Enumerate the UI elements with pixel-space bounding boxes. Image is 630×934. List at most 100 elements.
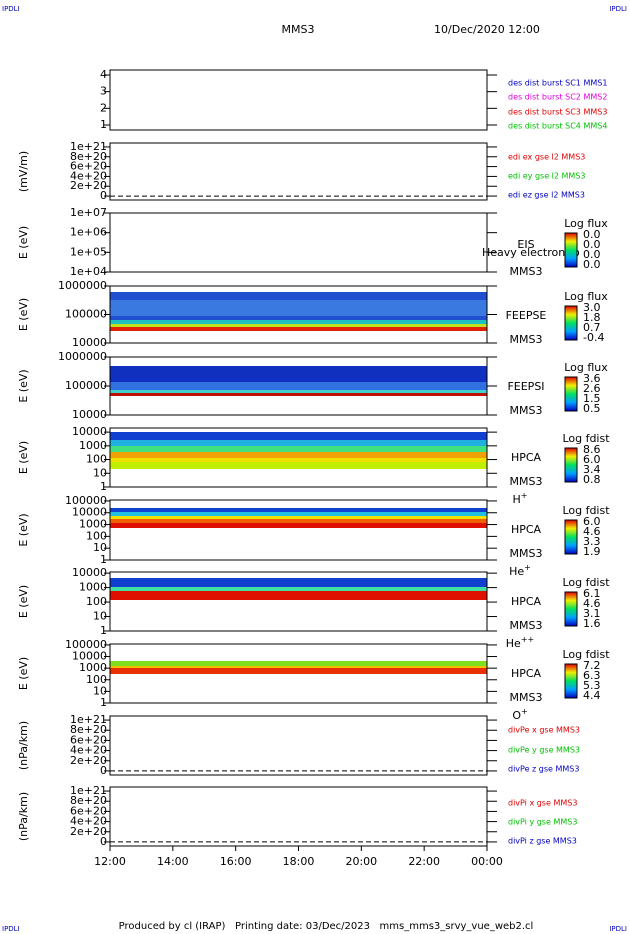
colorbar-tick-label: 3.3 [583,535,601,548]
colorbar-tick-label: 1.5 [583,392,601,405]
instrument-label: HPCA [511,595,542,608]
panel-frame [109,427,488,488]
spacecraft-label: MMS3 [510,333,543,346]
spectrogram-band [110,661,487,666]
y-tick-label: 10000 [72,506,107,519]
y-tick-label: 100 [86,453,107,466]
y-tick-label: 100000 [65,494,107,507]
x-tick-label: 16:00 [220,855,252,868]
colorbar-tick-label: 1.9 [583,545,601,558]
x-tick-label: 22:00 [408,855,440,868]
colorbar-tick-label: 3.6 [583,372,601,385]
y-tick-label: 1000000 [58,279,107,292]
spectrogram-band [110,300,487,316]
spectrogram-band [110,366,487,382]
spacecraft-label: MMS3 [510,619,543,632]
corner-label: IPDLI [2,5,20,13]
y-tick-label: 4e+20 [70,169,107,182]
legend-entry: divPi y gse MMS3 [508,818,577,827]
y-tick-label: 1 [100,118,107,131]
y-axis-label: (nPa/km) [17,792,30,841]
y-axis-label: E (eV) [17,226,30,259]
colorbar-tick-label: 0.7 [583,321,601,334]
species-label: H+ [513,491,528,507]
panel-frame [109,643,488,704]
spectrogram-band [110,519,487,523]
footer-text: Produced by cl (IRAP) Printing date: 03/… [119,921,534,932]
y-tick-label: 1e+06 [70,226,107,239]
spacecraft-label: MMS3 [510,547,543,560]
spectrogram-band [110,591,487,600]
species-charge: + [524,563,531,572]
y-axis-label: E (eV) [17,657,30,690]
colorbar-tick-label: 0.0 [583,238,601,251]
species-label: He++ [506,635,534,651]
y-tick-label: 1000 [79,581,107,594]
colorbar-tick-label: 3.1 [583,607,601,620]
y-tick-label: 1 [100,480,107,493]
y-tick-label: 8e+20 [70,723,107,736]
colorbar-title: Log flux [564,290,608,303]
corner-label: IPDLI [2,925,20,933]
y-tick-label: 10 [93,541,107,554]
spacecraft-label: MMS3 [510,691,543,704]
species-label: O+ [512,707,527,723]
colorbar-tick-label: 3.0 [583,301,601,314]
colorbar [564,447,578,483]
corner-label: IPDLI [609,5,627,13]
legend-entry: des dist burst SC3 MMS3 [508,108,607,117]
colorbar-title: Log fdist [562,432,610,445]
colorbar-title: Log flux [564,361,608,374]
colorbar-tick-label: 5.3 [583,679,601,692]
spectrogram-band [110,578,487,587]
panel-frame [109,499,488,561]
spectrogram-band [110,327,487,331]
colorbar-tick-label: 7.2 [583,659,601,672]
spectrogram-band [110,393,487,396]
colorbar-tick-label: -0.4 [583,331,604,344]
panel-frame [109,69,488,131]
y-tick-label: 2e+20 [70,179,107,192]
y-axis-label: E (eV) [17,298,30,331]
colorbar-tick-label: 3.4 [583,463,601,476]
legend-entry: edi ez gse l2 MMS3 [508,191,585,200]
colorbar-tick-label: 0.0 [583,248,601,261]
colorbar-tick-label: 8.6 [583,443,601,456]
legend-entry: divPe z gse MMS3 [508,765,579,774]
instrument-label: HPCA [511,667,542,680]
spectrogram-band [110,324,487,327]
spectrogram-band [110,516,487,519]
spectrogram-band [110,462,487,469]
y-tick-label: 0 [100,764,107,777]
y-axis-label: (mV/m) [17,151,30,192]
legend-entry: des dist burst SC1 MMS1 [508,79,607,88]
y-tick-label: 6e+20 [70,160,107,173]
y-tick-label: 100 [86,529,107,542]
y-tick-label: 10000 [72,408,107,421]
y-tick-label: 0 [100,189,107,202]
y-tick-label: 1000 [79,439,107,452]
species-label: He+ [509,563,531,579]
spectrogram-band [110,452,487,458]
y-tick-label: 10 [93,466,107,479]
y-tick-label: 1e+21 [70,140,107,153]
y-tick-label: 1e+04 [70,265,107,278]
y-tick-label: 10 [93,684,107,697]
spectrogram-band [110,668,487,674]
spacecraft-label: MMS3 [510,265,543,278]
spectrogram-band [110,446,487,452]
colorbar-tick-label: 6.0 [583,515,601,528]
y-tick-label: 1000 [79,661,107,674]
spectrogram-band [110,320,487,324]
spectrogram-band [110,382,487,390]
y-tick-label: 2 [100,101,107,114]
y-tick-label: 10000 [72,336,107,349]
colorbar-tick-label: 0.8 [583,473,601,486]
y-tick-label: 1e+05 [70,245,107,258]
x-tick-label: 14:00 [157,855,189,868]
y-axis-label: E (eV) [17,441,30,474]
y-tick-label: 4e+20 [70,815,107,828]
legend-entry: des dist burst SC2 MMS2 [508,93,607,102]
species-name: He [506,637,521,650]
